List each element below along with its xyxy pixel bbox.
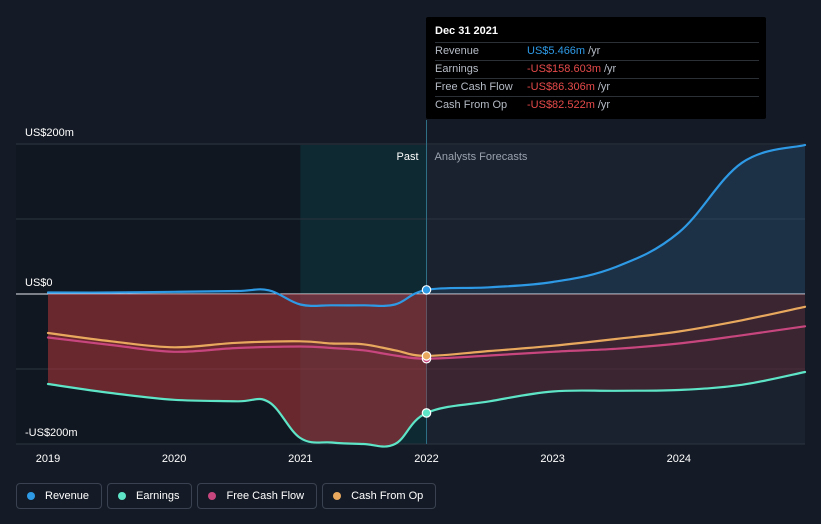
y-tick-label: US$200m: [25, 127, 74, 139]
tooltip-value: -US$86.306m: [527, 81, 595, 93]
tooltip-value: US$5.466m: [527, 45, 586, 57]
legend-label: Free Cash Flow: [226, 490, 305, 502]
legend-dot-icon: [333, 492, 342, 500]
legend-dot-icon: [27, 492, 35, 500]
tooltip-label: Revenue: [435, 45, 480, 57]
chart-labels: US$200m US$0 -US$200m 2019 2020 2021 2022 2023 2…: [25, 127, 691, 465]
loss-area-forecast: [426, 294, 805, 413]
chart-areas: [48, 145, 805, 447]
tooltip-unit: /yr: [597, 81, 611, 93]
loss-area-past: [48, 294, 427, 447]
x-tick-label: 2022: [414, 453, 438, 465]
x-tick-label: 2019: [36, 453, 60, 465]
x-tick-label: 2021: [288, 453, 312, 465]
chart-points: [421, 285, 432, 418]
tooltip-label: Earnings: [435, 63, 479, 75]
series-line-cash-from-op: [46, 305, 807, 358]
legend-item-free-cash-flow[interactable]: Free Cash Flow: [197, 483, 318, 509]
tooltip-value: -US$82.522m: [527, 99, 595, 111]
tooltip-panel: Dec 31 2021 Revenue US$5.466m /yr Earnin…: [426, 17, 766, 119]
y-tick-label: US$0: [25, 277, 53, 289]
legend-label: Cash From Op: [351, 490, 424, 502]
legend-dot-icon: [208, 492, 217, 500]
y-tick-label: -US$200m: [25, 427, 78, 439]
x-tick-label: 2024: [667, 453, 691, 465]
tooltip-date: Dec 31 2021: [435, 25, 498, 37]
x-tick-label: 2020: [162, 453, 186, 465]
tooltip-label: Cash From Op: [435, 99, 508, 111]
legend-label: Revenue: [45, 490, 90, 502]
data-point-cash-from-op: [421, 351, 432, 361]
x-tick-label: 2023: [540, 453, 564, 465]
legend-item-cash-from-op[interactable]: Cash From Op: [322, 483, 437, 509]
chart-lines: [46, 143, 807, 448]
data-point-revenue: [421, 285, 432, 295]
past-label: Past: [396, 151, 418, 163]
tooltip-unit: /yr: [588, 45, 601, 57]
tooltip-row-free-cash-flow: Free Cash Flow -US$86.306m /yr: [435, 78, 759, 96]
series-line-revenue: [46, 143, 807, 308]
tooltip-row-revenue: Revenue US$5.466m /yr: [435, 42, 759, 60]
tooltip-row-earnings: Earnings -US$158.603m /yr: [435, 60, 759, 78]
tooltip-value: -US$158.603m: [527, 63, 601, 75]
data-point-earnings: [421, 408, 432, 418]
series-line-free-cash-flow: [46, 325, 807, 360]
forecast-label: Analysts Forecasts: [435, 151, 528, 163]
series-line-earnings: [46, 370, 807, 448]
tooltip-unit: /yr: [597, 99, 611, 111]
tooltip-row-cash-from-op: Cash From Op -US$82.522m /yr: [435, 96, 759, 114]
legend-label: Earnings: [136, 490, 180, 502]
chart-legend: Revenue Earnings Free Cash Flow Cash Fro…: [16, 483, 437, 509]
revenue-area: [48, 145, 805, 306]
tooltip-label: Free Cash Flow: [435, 81, 513, 93]
legend-item-earnings[interactable]: Earnings: [107, 483, 193, 509]
legend-item-revenue[interactable]: Revenue: [16, 483, 103, 509]
legend-dot-icon: [118, 492, 127, 500]
tooltip-unit: /yr: [604, 63, 617, 75]
